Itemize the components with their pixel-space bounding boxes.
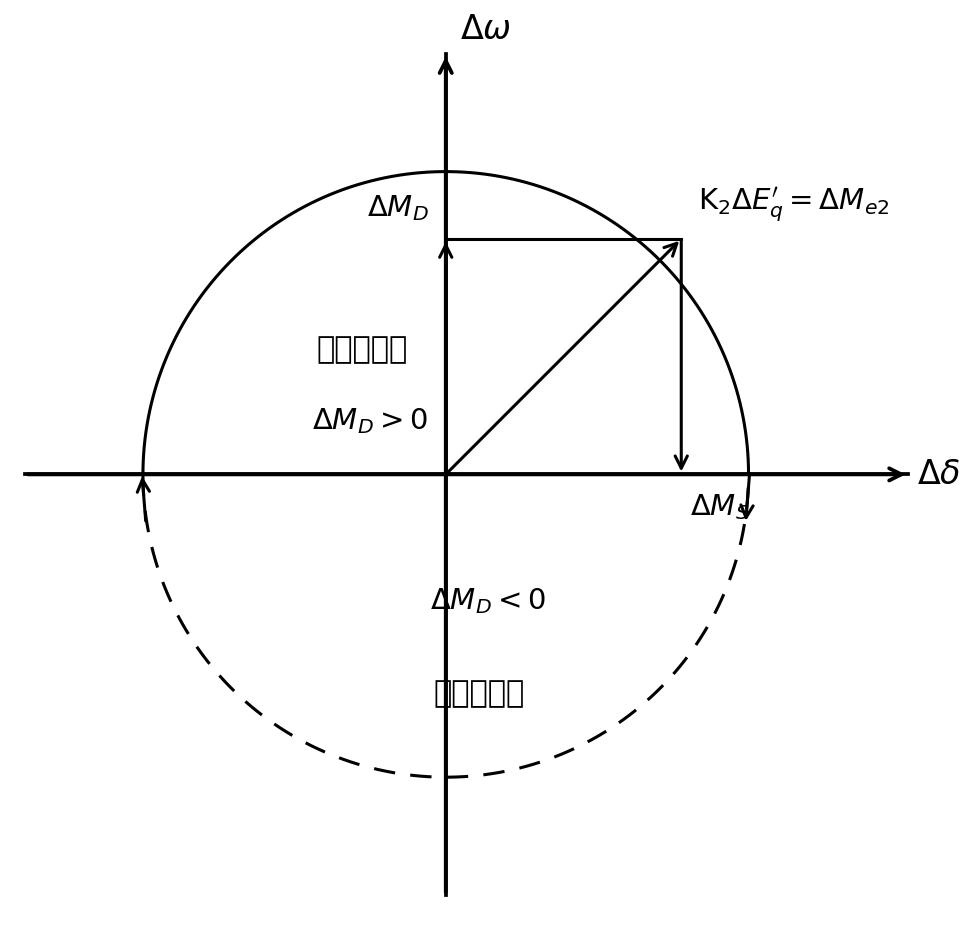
Text: $\Delta M_D > 0$: $\Delta M_D > 0$ [312, 406, 428, 435]
Text: $\mathrm{K}_2\Delta E_q^{\prime} = \Delta M_{e2}$: $\mathrm{K}_2\Delta E_q^{\prime} = \Delt… [698, 185, 890, 224]
Text: 正阻尼区域: 正阻尼区域 [316, 334, 407, 364]
Text: $\Delta M_D$: $\Delta M_D$ [367, 193, 429, 223]
Text: $\Delta\delta$: $\Delta\delta$ [917, 458, 960, 491]
Text: $\Delta M_S$: $\Delta M_S$ [689, 492, 749, 522]
Text: 负阻尼区域: 负阻尼区域 [434, 679, 525, 708]
Text: $\Delta M_D < 0$: $\Delta M_D < 0$ [430, 586, 545, 616]
Text: $\Delta\omega$: $\Delta\omega$ [460, 15, 512, 46]
